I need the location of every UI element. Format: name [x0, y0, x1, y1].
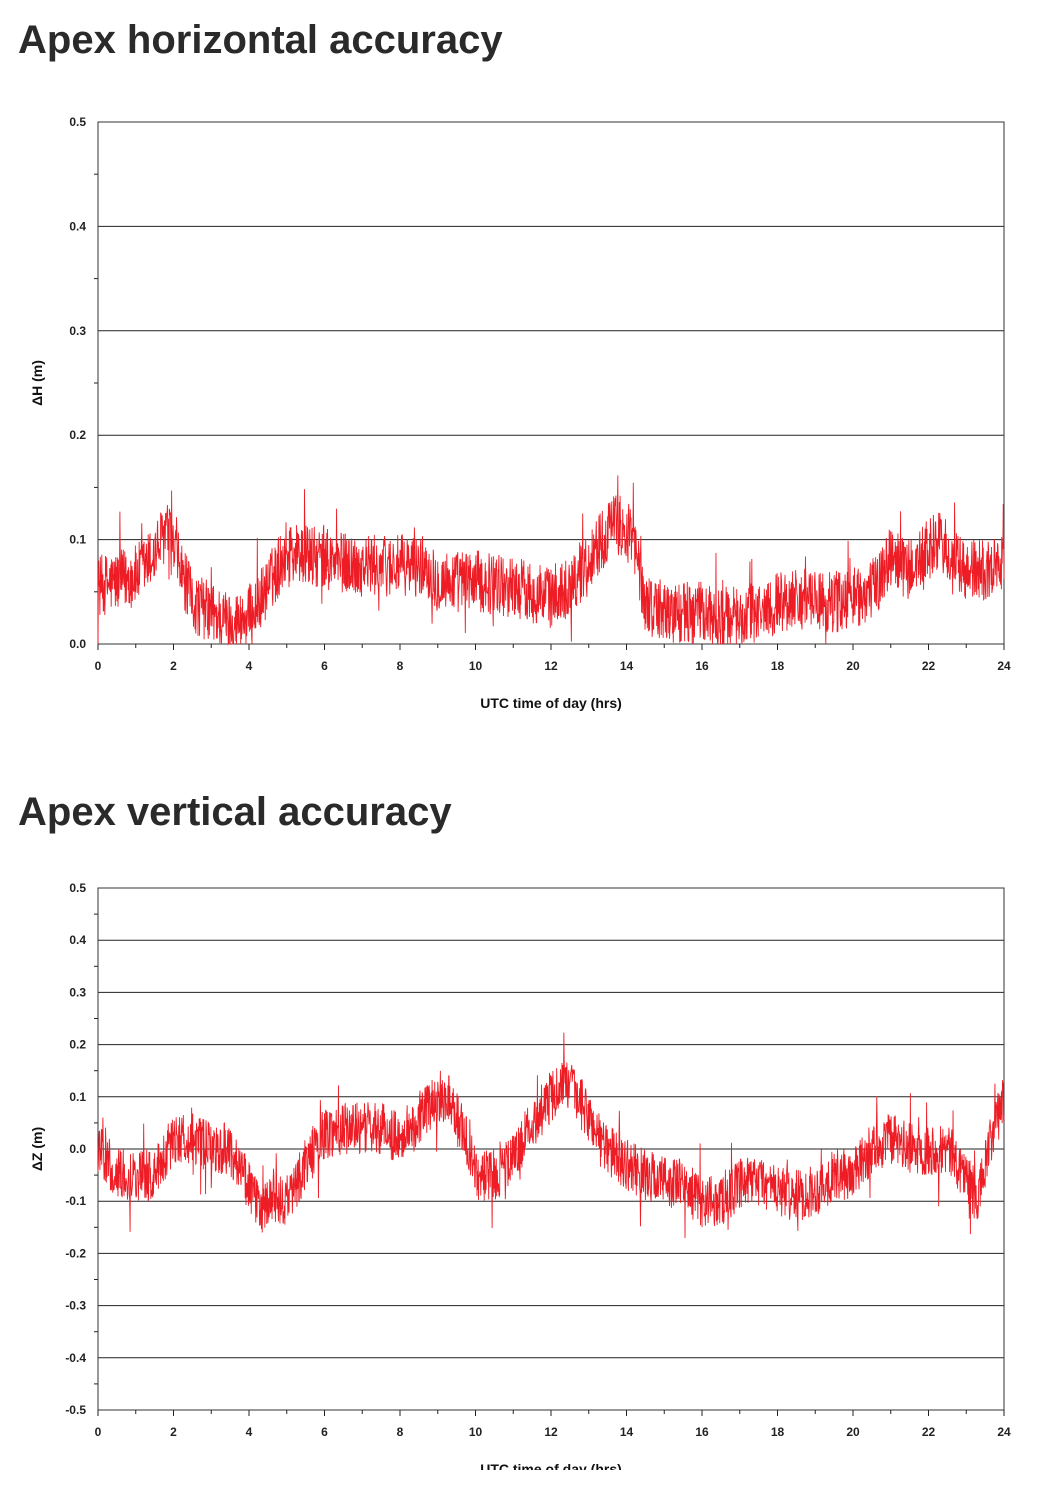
vertical-x-tick-label: 8 — [397, 1425, 404, 1439]
vertical-x-tick-label: 22 — [922, 1425, 936, 1439]
vertical-series-line — [97, 1032, 1005, 1239]
horizontal-x-tick-label: 20 — [846, 659, 860, 673]
vertical-y-tick-label: 0.1 — [69, 1090, 86, 1104]
horizontal-y-tick-label: 0.5 — [69, 115, 86, 129]
horizontal-x-tick-label: 10 — [469, 659, 483, 673]
horizontal-x-tick-label: 14 — [620, 659, 634, 673]
vertical-y-tick-label: 0.3 — [69, 985, 86, 999]
horizontal-x-tick-label: 2 — [170, 659, 177, 673]
vertical-x-tick-label: 2 — [170, 1425, 177, 1439]
vertical-x-tick-label: 10 — [469, 1425, 483, 1439]
horizontal-x-tick-label: 12 — [544, 659, 558, 673]
vertical-x-tick-label: 12 — [544, 1425, 558, 1439]
vertical-x-tick-label: 20 — [846, 1425, 860, 1439]
vertical-y-tick-label: 0.5 — [69, 881, 86, 895]
vertical-y-tick-label: -0.1 — [65, 1194, 86, 1208]
vertical-y-tick-label: 0.0 — [69, 1142, 86, 1156]
vertical-x-tick-label: 4 — [246, 1425, 253, 1439]
horizontal-plot-frame — [97, 121, 1005, 645]
vertical-y-tick-label: 0.4 — [69, 933, 86, 947]
horizontal-accuracy-title: Apex horizontal accuracy — [18, 18, 503, 62]
vertical-x-tick-label: 6 — [321, 1425, 328, 1439]
horizontal-x-tick-label: 16 — [695, 659, 709, 673]
vertical-y-tick-label: -0.4 — [65, 1351, 86, 1365]
horizontal-x-tick-label: 0 — [95, 659, 102, 673]
horizontal-y-tick-label: 0.1 — [69, 533, 86, 547]
vertical-y-tick-label: -0.5 — [65, 1403, 86, 1417]
horizontal-x-tick-label: 22 — [922, 659, 936, 673]
vertical-y-tick-label: 0.2 — [69, 1038, 86, 1052]
horizontal-y-axis-label: ΔH (m) — [29, 360, 45, 406]
vertical-x-tick-label: 14 — [620, 1425, 634, 1439]
horizontal-x-tick-label: 24 — [997, 659, 1011, 673]
vertical-x-tick-label: 24 — [997, 1425, 1011, 1439]
horizontal-series-line — [97, 475, 1005, 646]
horizontal-accuracy-chart: 0.00.10.20.30.40.50 2 4 6 8 10 12 14 16 18 20 22 24U… — [29, 115, 1011, 711]
vertical-x-tick-label: 0 — [95, 1425, 102, 1439]
horizontal-y-tick-label: 0.4 — [69, 219, 86, 233]
horizontal-y-tick-label: 0.3 — [69, 324, 86, 338]
horizontal-x-tick-label: 18 — [771, 659, 785, 673]
horizontal-x-tick-label: 6 — [321, 659, 328, 673]
horizontal-y-tick-label: 0.2 — [69, 428, 86, 442]
vertical-accuracy-chart: -0.5 -0.4 -0.3 -0.2 -0.1 0.0 0.1 0.2 0.3 0.4 0.5 0 2… — [29, 881, 1011, 1470]
horizontal-x-tick-label: 8 — [397, 659, 404, 673]
horizontal-y-tick-label: 0.0 — [69, 637, 86, 651]
horizontal-x-tick-label: 4 — [246, 659, 253, 673]
vertical-accuracy-title: Apex vertical accuracy — [18, 790, 452, 834]
vertical-y-tick-label: -0.3 — [65, 1299, 86, 1313]
vertical-y-axis-label: ΔZ (m) — [29, 1127, 45, 1171]
vertical-y-tick-label: -0.2 — [65, 1246, 86, 1260]
vertical-x-axis-label: UTC time of day (hrs) — [480, 1461, 622, 1470]
vertical-x-tick-label: 18 — [771, 1425, 785, 1439]
vertical-x-tick-label: 16 — [695, 1425, 709, 1439]
horizontal-x-axis-label: UTC time of day (hrs) — [480, 695, 622, 711]
